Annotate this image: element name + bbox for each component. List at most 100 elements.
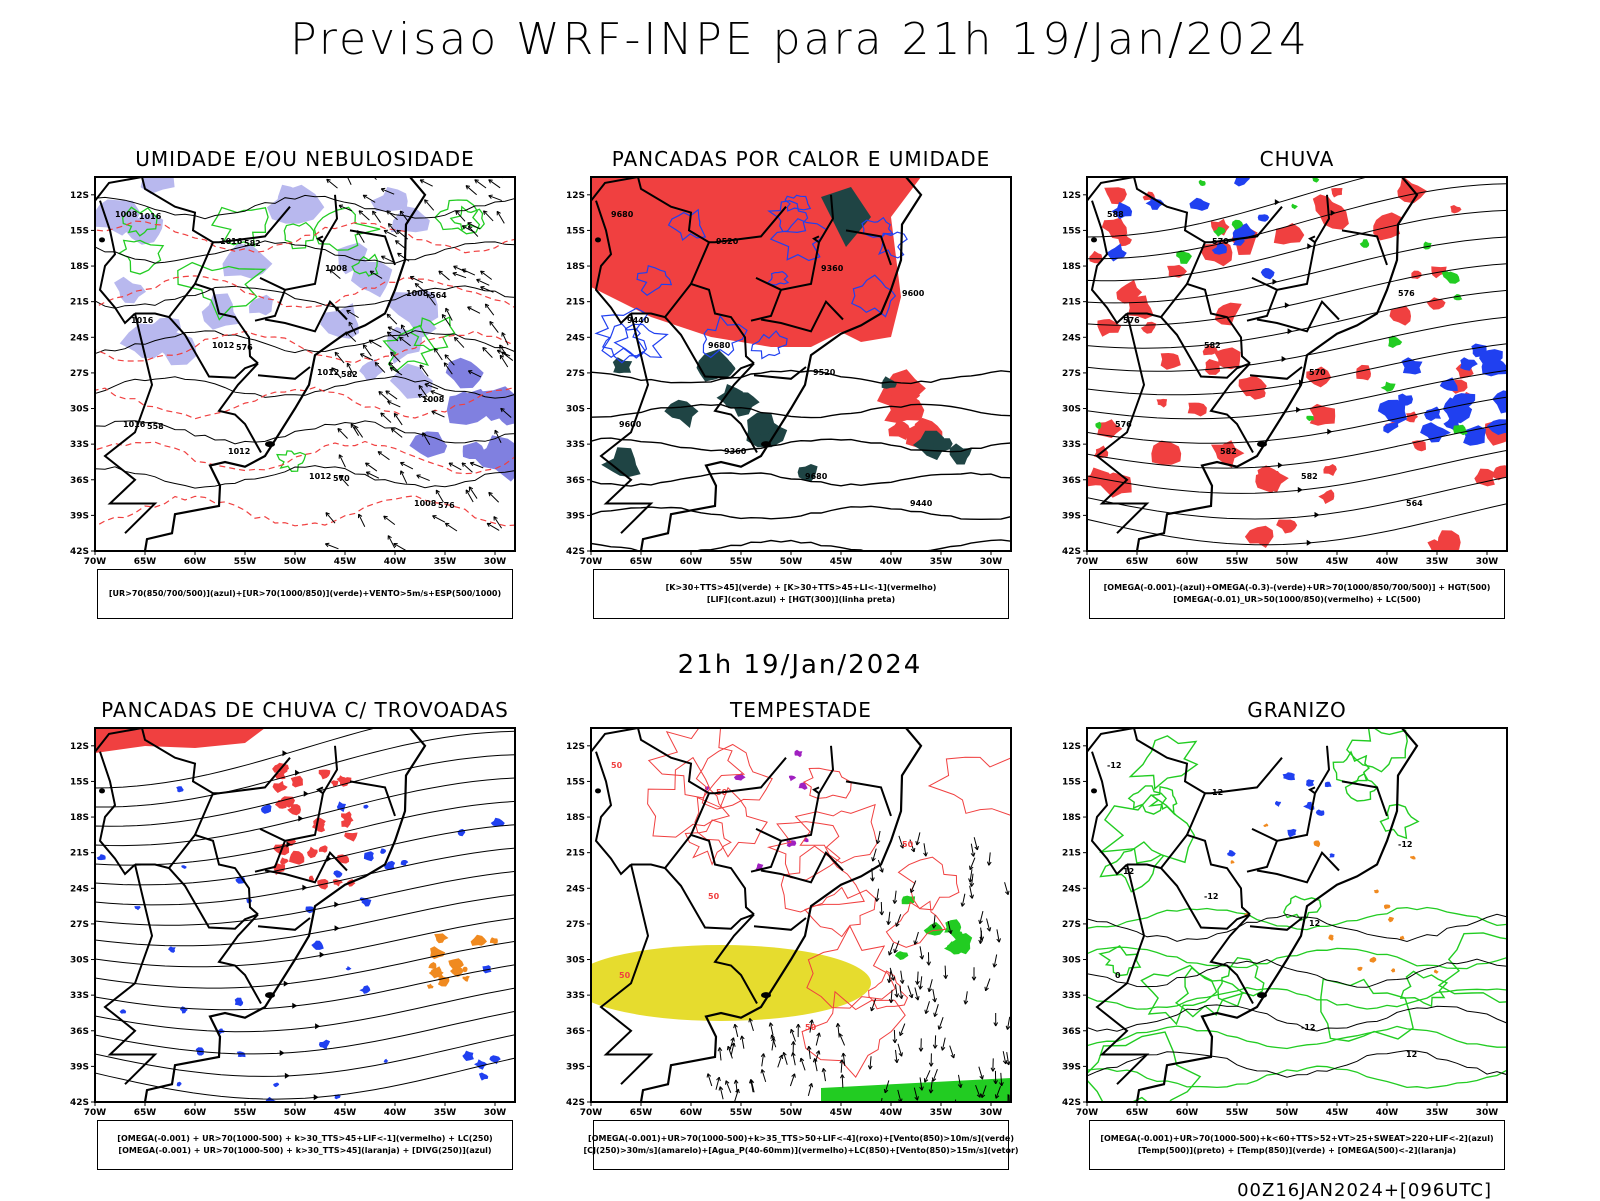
x-tick-label: 55W bbox=[1226, 557, 1249, 567]
legend-line: [OMEGA(-0.001)-(azul)+OMEGA(-0.3)-(verde… bbox=[1104, 582, 1491, 594]
x-tick-label: 50W bbox=[780, 1108, 803, 1118]
y-tick-label: 42S bbox=[1062, 1098, 1081, 1108]
x-tick-label: 55W bbox=[730, 1108, 753, 1118]
panel-title-chuva: CHUVA bbox=[1077, 147, 1517, 171]
pacific-coastline bbox=[521, 734, 588, 1102]
y-tick-label: 30S bbox=[70, 405, 89, 415]
y-tick-label: 18S bbox=[70, 262, 89, 272]
contour-label: 582 bbox=[341, 370, 358, 379]
pacific-coastline bbox=[521, 183, 588, 551]
legend-line: [UR>70(850/700/500)](azul)+[UR>70(1000/8… bbox=[109, 588, 501, 600]
legend-line: [OMEGA(-0.001) + UR>70(1000-500) + k>30_… bbox=[118, 1145, 491, 1157]
x-tick-label: 40W bbox=[1376, 1108, 1399, 1118]
y-tick-label: 36S bbox=[1062, 1027, 1081, 1037]
y-tick-label: 42S bbox=[70, 547, 89, 557]
contour-label: 564 bbox=[1406, 499, 1423, 508]
y-tick-label: 15S bbox=[566, 226, 585, 236]
x-tick-label: 55W bbox=[234, 557, 257, 567]
x-tick-label: 35W bbox=[930, 1108, 953, 1118]
page-title: Previsao WRF-INPE para 21h 19/Jan/2024 bbox=[0, 14, 1600, 65]
x-tick-label: 35W bbox=[1426, 557, 1449, 567]
map-panel-pancadas-calor: 9680968096809600960095209520944094409360… bbox=[591, 177, 1011, 551]
y-tick-label: 30S bbox=[566, 956, 585, 966]
y-tick-label: 24S bbox=[566, 884, 585, 894]
y-tick-label: 33S bbox=[70, 991, 89, 1001]
x-tick-label: 70W bbox=[84, 557, 107, 567]
contour-label: 1008 bbox=[406, 289, 429, 298]
x-tick-label: 55W bbox=[234, 1108, 257, 1118]
contour-label: 588 bbox=[1107, 210, 1124, 219]
y-tick-label: 21S bbox=[566, 849, 585, 859]
y-tick-label: 33S bbox=[70, 440, 89, 450]
legend-line: [OMEGA(-0.01)_UR>50(1000/850)(vermelho) … bbox=[1173, 594, 1421, 606]
contour-label: 50 bbox=[805, 1023, 817, 1032]
contour-label: 0 bbox=[1115, 971, 1121, 980]
x-tick-label: 30W bbox=[1476, 557, 1499, 567]
lagoa-mirim-lake bbox=[1257, 992, 1267, 998]
y-tick-label: 39S bbox=[566, 1062, 585, 1072]
x-tick-label: 40W bbox=[1376, 557, 1399, 567]
y-tick-label: 12S bbox=[566, 742, 585, 752]
contour-label: -12 bbox=[1107, 761, 1121, 770]
y-tick-label: 30S bbox=[1062, 956, 1081, 966]
y-tick-label: 18S bbox=[70, 813, 89, 823]
y-tick-label: 18S bbox=[566, 813, 585, 823]
panel-title-umidade: UMIDADE E/OU NEBULOSIDADE bbox=[85, 147, 525, 171]
x-tick-label: 60W bbox=[1176, 557, 1199, 567]
x-tick-label: 70W bbox=[84, 1108, 107, 1118]
y-tick-label: 42S bbox=[1062, 547, 1081, 557]
x-tick-label: 60W bbox=[184, 557, 207, 567]
contour-label: 1012 bbox=[228, 447, 250, 456]
y-tick-label: 12S bbox=[70, 191, 89, 201]
y-tick-label: 36S bbox=[1062, 476, 1081, 486]
legend-line: [K>30+TTS>45](verde) + [K>30+TTS>45+LI<-… bbox=[666, 582, 937, 594]
contour-label: 50 bbox=[708, 892, 720, 901]
wind-vector-850 bbox=[1006, 1104, 1010, 1108]
y-tick-label: 21S bbox=[566, 298, 585, 308]
y-tick-label: 15S bbox=[70, 226, 89, 236]
y-tick-label: 36S bbox=[70, 476, 89, 486]
y-tick-label: 12S bbox=[70, 742, 89, 752]
y-tick-label: 42S bbox=[566, 1098, 585, 1108]
wind-vector-850 bbox=[842, 1075, 843, 1088]
contour-label: 9360 bbox=[821, 264, 844, 273]
contour-label: 564 bbox=[430, 291, 447, 300]
pacific-coastline bbox=[1017, 734, 1084, 1102]
y-tick-label: 30S bbox=[70, 956, 89, 966]
legend-line: [Temp(500)](preto) + [Temp(850)](verde) … bbox=[1138, 1145, 1456, 1157]
y-tick-label: 39S bbox=[70, 1062, 89, 1072]
y-tick-label: 33S bbox=[1062, 440, 1081, 450]
x-tick-label: 35W bbox=[434, 1108, 457, 1118]
x-tick-label: 65W bbox=[134, 1108, 157, 1118]
x-tick-label: 40W bbox=[384, 557, 407, 567]
contour-label: -12 bbox=[1204, 892, 1218, 901]
y-tick-label: 24S bbox=[1062, 884, 1081, 894]
lagoa-mirim-lake bbox=[265, 992, 275, 998]
x-tick-label: 50W bbox=[284, 557, 307, 567]
y-tick-label: 18S bbox=[566, 262, 585, 272]
contour-label: 1012 bbox=[212, 341, 234, 350]
contour-label: 576 bbox=[1398, 289, 1415, 298]
x-tick-label: 55W bbox=[1226, 1108, 1249, 1118]
y-tick-label: 42S bbox=[566, 547, 585, 557]
legend-line: [OMEGA(-0.001) + UR>70(1000-500) + k>30_… bbox=[117, 1133, 492, 1145]
y-tick-label: 21S bbox=[70, 849, 89, 859]
wind-vector-850 bbox=[1007, 1104, 1011, 1108]
x-tick-label: 70W bbox=[580, 557, 603, 567]
x-tick-label: 65W bbox=[1126, 557, 1149, 567]
contour-label: 9360 bbox=[724, 447, 747, 456]
contour-label: 1012 bbox=[317, 368, 339, 377]
x-tick-label: 30W bbox=[980, 557, 1003, 567]
x-tick-label: 45W bbox=[334, 557, 357, 567]
x-tick-label: 60W bbox=[680, 1108, 703, 1118]
wind-vector-850 bbox=[953, 1109, 957, 1113]
x-tick-label: 65W bbox=[134, 557, 157, 567]
lake-titicaca bbox=[99, 788, 105, 793]
y-tick-label: 15S bbox=[1062, 777, 1081, 787]
contour-label: 9520 bbox=[813, 368, 836, 377]
contour-label: 1012 bbox=[309, 472, 331, 481]
x-tick-label: 30W bbox=[484, 1108, 507, 1118]
y-tick-label: 42S bbox=[70, 1098, 89, 1108]
